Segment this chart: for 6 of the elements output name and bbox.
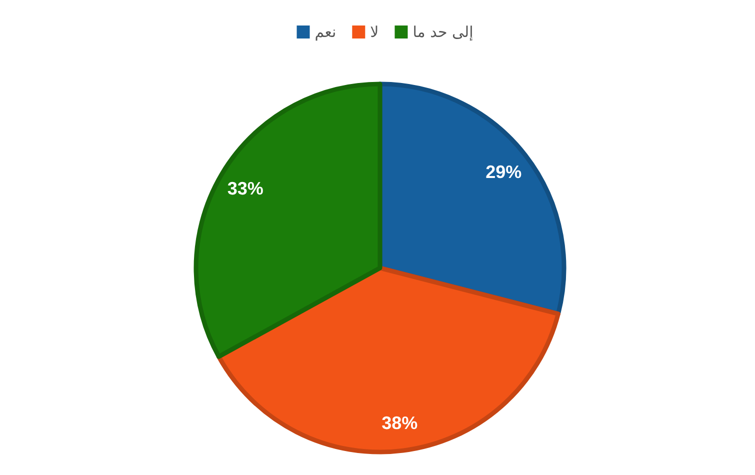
legend-label: نعم [314, 23, 336, 41]
legend-label: إلى حد ما [412, 23, 474, 41]
data-label: 38% [382, 413, 418, 434]
legend-label: لا [370, 23, 379, 41]
data-label: 33% [227, 178, 264, 198]
data-label: 29% [486, 162, 522, 182]
